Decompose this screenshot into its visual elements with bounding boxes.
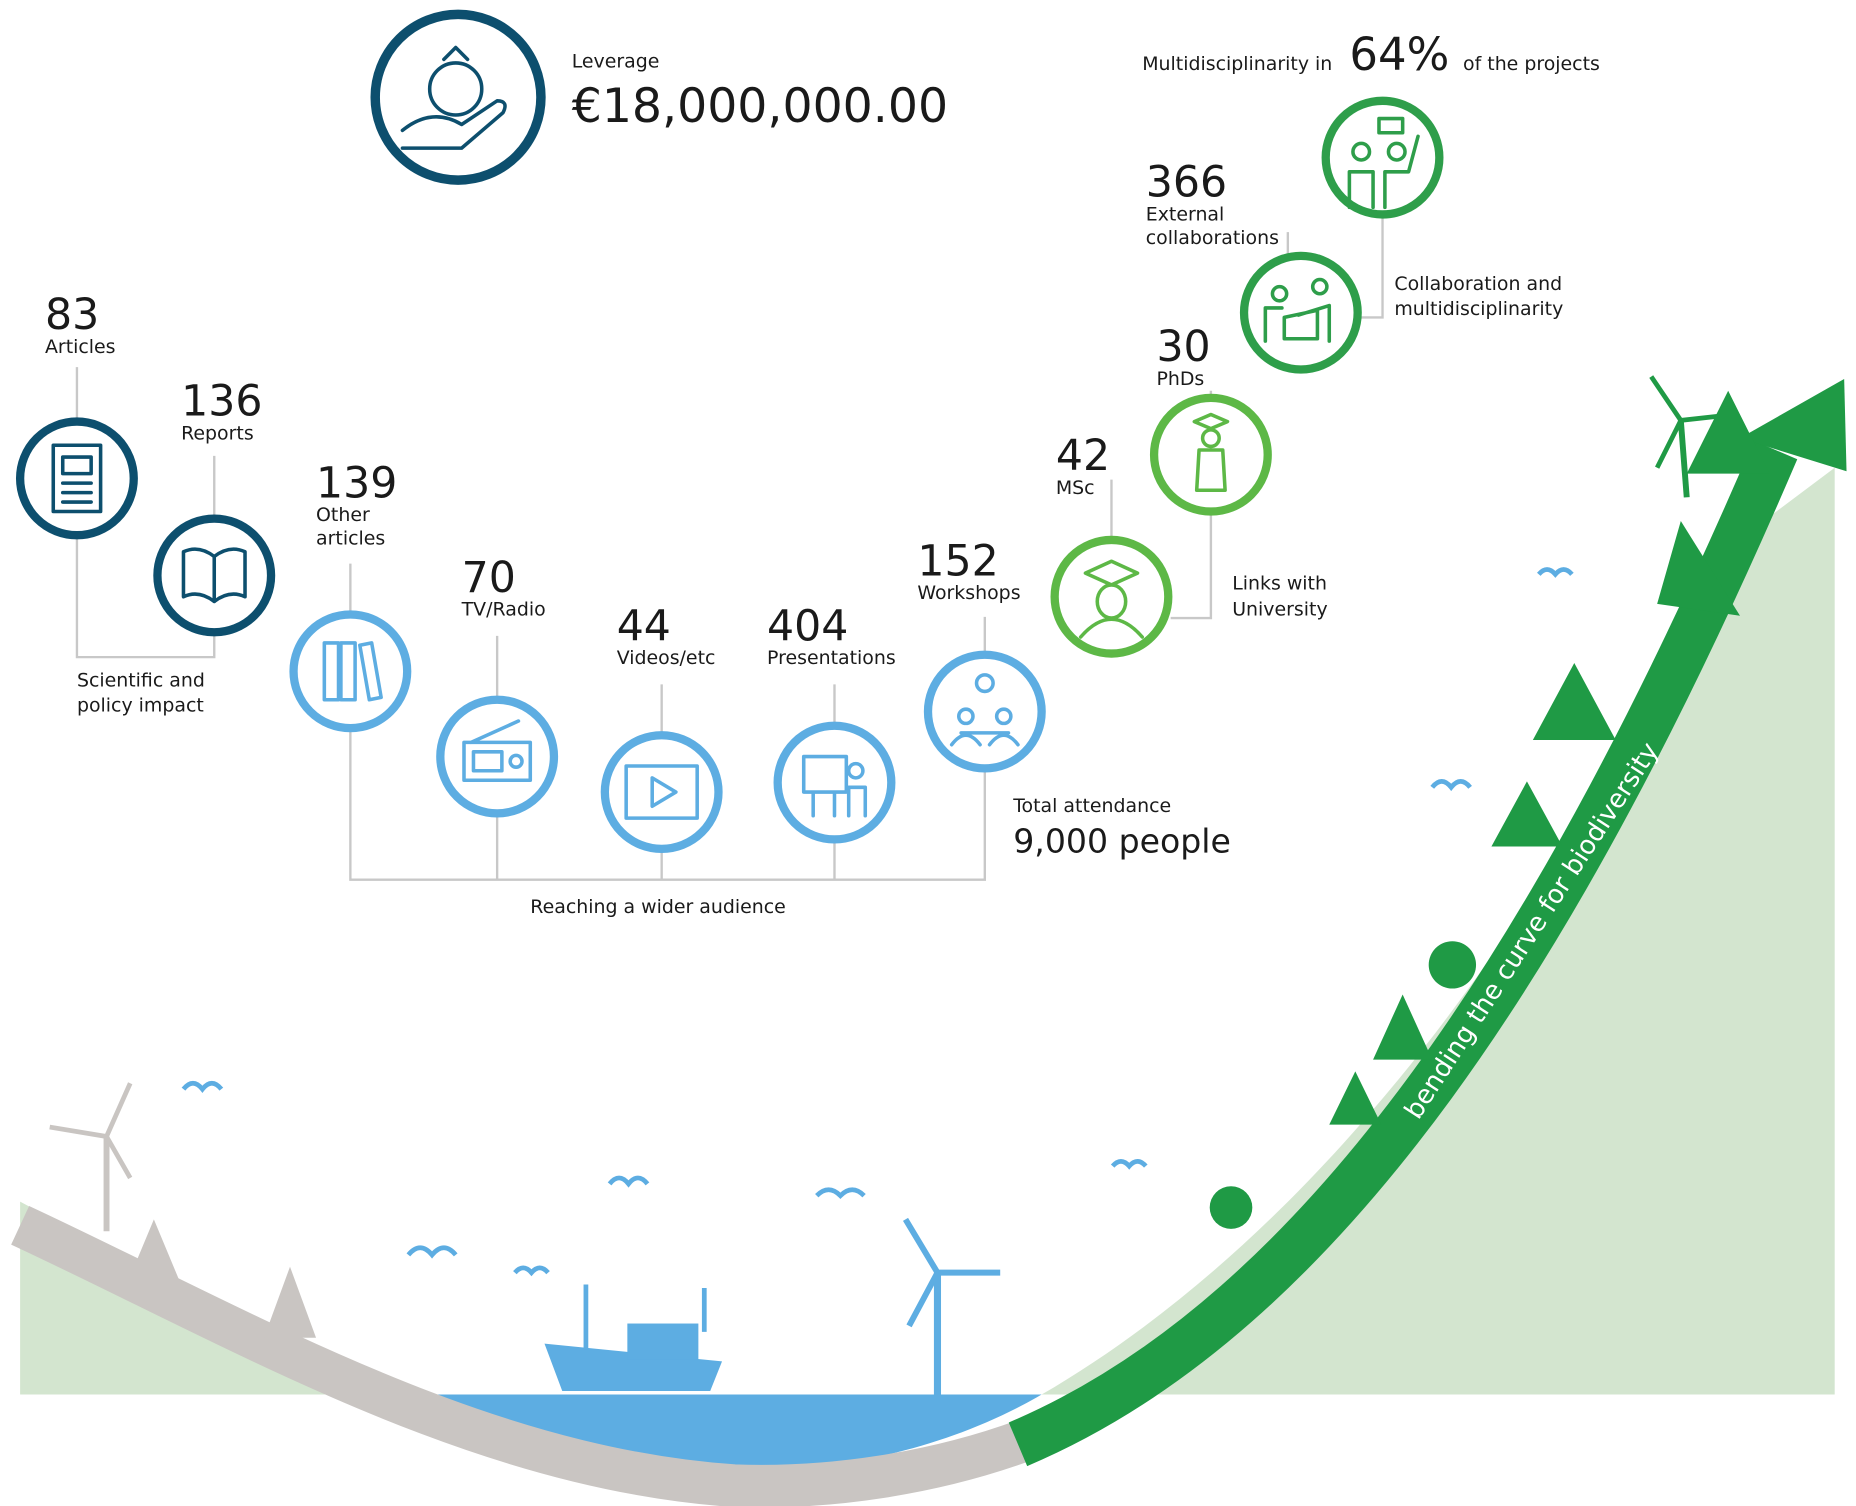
decoration <box>1681 420 1687 497</box>
decoration <box>50 1083 130 1178</box>
connectors <box>77 217 1383 880</box>
metric-circle <box>928 655 1042 769</box>
decoration <box>1210 1186 1253 1229</box>
multi-value: 64% <box>1349 28 1449 81</box>
group-label: Links with <box>1232 573 1327 595</box>
page: { "leverage": {"label": "Leverage", "amo… <box>0 0 1856 1506</box>
metric-label: TV/Radio <box>461 599 546 621</box>
metric-circle <box>605 735 719 849</box>
metric-label: Presentations <box>767 647 896 669</box>
group-label: multidisciplinarity <box>1394 298 1563 320</box>
metric-circle <box>20 422 134 536</box>
metric-circle <box>294 615 408 729</box>
metric-value: 136 <box>181 377 262 427</box>
metric-value: 404 <box>767 602 848 652</box>
leverage-icon <box>375 14 541 180</box>
metric-label: Other <box>316 504 370 526</box>
metric-label: collaborations <box>1146 227 1279 249</box>
group-label: Collaboration and <box>1394 273 1562 295</box>
multi-suffix: of the projects <box>1463 53 1600 75</box>
attendance-value: 9,000 people <box>1013 821 1231 860</box>
leverage-amount: €18,000,000.00 <box>572 79 948 134</box>
metric-label: Articles <box>45 336 116 358</box>
metric-value: 366 <box>1146 158 1227 208</box>
metric-value: 42 <box>1056 431 1110 481</box>
metric-label: MSc <box>1056 477 1095 499</box>
metric-label: PhDs <box>1156 368 1204 390</box>
multi-prefix: Multidisciplinarity in <box>1142 53 1332 75</box>
metric-label: Reports <box>181 422 254 444</box>
metric-value: 83 <box>45 290 99 340</box>
metric-label: articles <box>316 528 385 550</box>
metric-value: 44 <box>617 602 671 652</box>
leverage-label: Leverage <box>572 51 660 73</box>
metric-circle <box>440 700 554 814</box>
metric-label: External <box>1146 203 1225 225</box>
metric-label: Videos/etc <box>617 647 716 669</box>
metric-label: Workshops <box>917 582 1020 604</box>
group-label: Scientific and <box>77 670 205 692</box>
group-label: policy impact <box>77 695 204 717</box>
decoration <box>906 1219 1001 1326</box>
attendance-label: Total attendance <box>1012 795 1171 817</box>
metric-value: 30 <box>1156 322 1210 372</box>
infographic: Leverage €18,000,000.00 Multidisciplinar… <box>0 0 1856 1506</box>
metric-circle <box>1055 540 1169 654</box>
metric-circle <box>778 726 892 840</box>
metric-value: 70 <box>462 553 516 603</box>
decoration <box>1429 941 1476 988</box>
metric-value: 152 <box>917 536 998 586</box>
metric-value: 139 <box>316 458 397 508</box>
group-label: Reaching a wider audience <box>530 896 786 918</box>
group-label: University <box>1232 599 1327 621</box>
decoration <box>627 1324 698 1360</box>
